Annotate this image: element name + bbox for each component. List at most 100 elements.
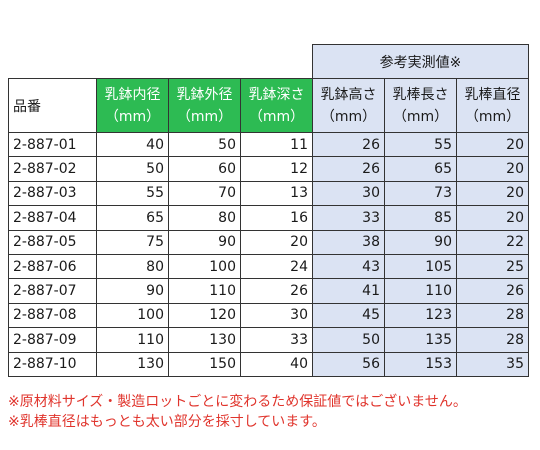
cell-outer: 110: [168, 278, 241, 304]
cell-inner: 80: [96, 253, 169, 280]
cell-outer: 90: [168, 229, 241, 255]
footnote-non-guaranteed: ※原材料サイズ・製造ロットごとに変わるため保証値ではございません。: [8, 394, 467, 410]
table-row: 2-887-07 90 110 26 41 110 26: [8, 278, 529, 304]
cell-pestle-len: 135: [384, 327, 457, 353]
cell-id: 2-887-09: [8, 327, 97, 353]
cell-id: 2-887-10: [8, 351, 97, 377]
cell-inner: 50: [96, 156, 169, 182]
cell-height: 45: [312, 302, 385, 329]
table-row: 2-887-09 110 130 33 50 135 28: [8, 327, 529, 353]
cell-pestle-dia: 35: [456, 351, 529, 377]
cell-depth: 13: [240, 180, 313, 207]
cell-pestle-len: 65: [384, 156, 457, 182]
cell-id: 2-887-03: [8, 180, 97, 207]
cell-id: 2-887-04: [8, 205, 97, 231]
cell-depth: 30: [240, 302, 313, 329]
cell-pestle-len: 55: [384, 131, 457, 158]
cell-pestle-len: 105: [384, 253, 457, 280]
cell-pestle-len: 73: [384, 180, 457, 207]
item-number-header: 品番: [8, 78, 97, 133]
cell-outer: 100: [168, 253, 241, 280]
header-row-labels: 品番 乳鉢内径 （mm） 乳鉢外径 （mm） 乳鉢深さ （mm） 乳鉢高さ （m…: [8, 78, 529, 133]
column-header-unit: （mm）: [464, 108, 521, 125]
cell-depth: 20: [240, 229, 313, 255]
cell-pestle-dia: 25: [456, 253, 529, 280]
column-header-label: 乳鉢内径: [104, 86, 161, 103]
cell-pestle-dia: 28: [456, 302, 529, 329]
cell-outer: 60: [168, 156, 241, 182]
column-header-label: 乳鉢外径: [176, 86, 233, 103]
cell-height: 56: [312, 351, 385, 377]
footnotes: ※原材料サイズ・製造ロットごとに変わるため保証値ではございません。 ※乳棒直径は…: [8, 392, 467, 432]
cell-inner: 75: [96, 229, 169, 255]
table-row: 2-887-03 55 70 13 30 73 20: [8, 180, 529, 207]
column-header-unit: （mm）: [104, 108, 161, 125]
blank-cell: [9, 45, 97, 79]
cell-id: 2-887-06: [8, 253, 97, 280]
cell-pestle-dia: 20: [456, 205, 529, 231]
column-header-pestle-diameter: 乳棒直径 （mm）: [456, 78, 529, 133]
footnote-pestle-diameter: ※乳棒直径はもっとも太い部分を採寸しています。: [8, 414, 326, 430]
cell-outer: 80: [168, 205, 241, 231]
cell-pestle-dia: 20: [456, 131, 529, 158]
cell-height: 50: [312, 327, 385, 353]
cell-inner: 130: [96, 351, 169, 377]
reference-measurement-header: 参考実測値※: [312, 44, 529, 79]
table-row: 2-887-06 80 100 24 43 105 25: [8, 253, 529, 280]
table-row: 2-887-02 50 60 12 26 65 20: [8, 156, 529, 182]
cell-height: 33: [312, 205, 385, 231]
column-header-unit: （mm）: [320, 108, 377, 125]
cell-pestle-len: 153: [384, 351, 457, 377]
cell-pestle-len: 85: [384, 205, 457, 231]
cell-depth: 11: [240, 131, 313, 158]
cell-id: 2-887-01: [8, 131, 97, 158]
cell-depth: 33: [240, 327, 313, 353]
cell-depth: 12: [240, 156, 313, 182]
blank-cell: [169, 45, 241, 79]
cell-id: 2-887-07: [8, 278, 97, 304]
table-row: 2-887-05 75 90 20 38 90 22: [8, 229, 529, 255]
header-row-top: 参考実測値※: [9, 44, 529, 79]
cell-inner: 65: [96, 205, 169, 231]
cell-depth: 24: [240, 253, 313, 280]
cell-height: 30: [312, 180, 385, 207]
blank-cell: [241, 45, 313, 79]
cell-depth: 16: [240, 205, 313, 231]
cell-pestle-len: 123: [384, 302, 457, 329]
column-header-unit: （mm）: [392, 108, 449, 125]
cell-pestle-dia: 22: [456, 229, 529, 255]
cell-id: 2-887-05: [8, 229, 97, 255]
column-header-mortar-inner-diameter: 乳鉢内径 （mm）: [96, 78, 169, 133]
cell-inner: 40: [96, 131, 169, 158]
column-header-mortar-outer-diameter: 乳鉢外径 （mm）: [168, 78, 241, 133]
column-header-unit: （mm）: [176, 108, 233, 125]
cell-pestle-dia: 20: [456, 180, 529, 207]
column-header-label: 乳鉢高さ: [320, 86, 377, 103]
column-header-label: 乳棒長さ: [392, 86, 449, 103]
cell-pestle-len: 90: [384, 229, 457, 255]
column-header-mortar-depth: 乳鉢深さ （mm）: [240, 78, 313, 133]
cell-depth: 26: [240, 278, 313, 304]
cell-height: 26: [312, 131, 385, 158]
cell-height: 38: [312, 229, 385, 255]
cell-pestle-dia: 20: [456, 156, 529, 182]
cell-id: 2-887-08: [8, 302, 97, 329]
cell-inner: 90: [96, 278, 169, 304]
cell-height: 43: [312, 253, 385, 280]
cell-pestle-dia: 28: [456, 327, 529, 353]
table-row: 2-887-10 130 150 40 56 153 35: [8, 351, 529, 377]
table-row: 2-887-08 100 120 30 45 123 28: [8, 302, 529, 329]
column-header-mortar-height: 乳鉢高さ （mm）: [312, 78, 385, 133]
cell-inner: 55: [96, 180, 169, 207]
cell-inner: 100: [96, 302, 169, 329]
column-header-label: 乳鉢深さ: [248, 86, 305, 103]
cell-outer: 50: [168, 131, 241, 158]
cell-depth: 40: [240, 351, 313, 377]
cell-height: 26: [312, 156, 385, 182]
cell-pestle-dia: 26: [456, 278, 529, 304]
cell-outer: 120: [168, 302, 241, 329]
column-header-unit: （mm）: [248, 108, 305, 125]
cell-height: 41: [312, 278, 385, 304]
cell-outer: 130: [168, 327, 241, 353]
cell-id: 2-887-02: [8, 156, 97, 182]
